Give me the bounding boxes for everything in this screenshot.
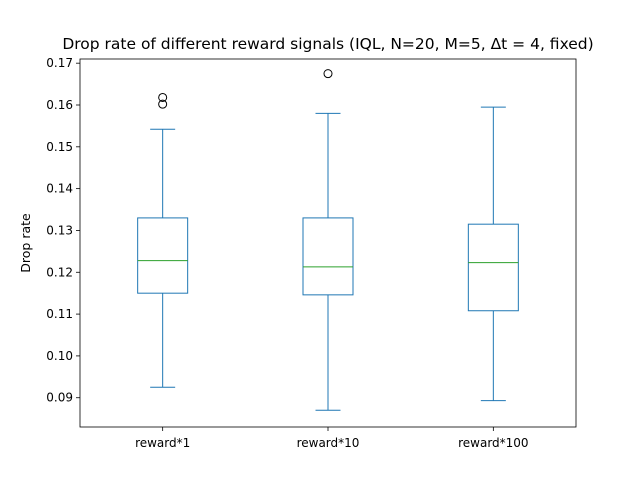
- x-tick-label: reward*10: [297, 436, 360, 450]
- y-tick-label: 0.16: [46, 98, 73, 112]
- y-tick-label: 0.13: [46, 223, 73, 237]
- y-tick-label: 0.15: [46, 140, 73, 154]
- outlier-point: [158, 99, 168, 109]
- box-iqr: [467, 223, 519, 312]
- outlier-point: [323, 69, 333, 79]
- y-tick-label: 0.17: [46, 56, 73, 70]
- y-tick-label: 0.09: [46, 391, 73, 405]
- plot-frame: [79, 58, 577, 428]
- y-tick-label: 0.14: [46, 182, 73, 196]
- y-tick-label: 0.12: [46, 265, 73, 279]
- x-tick-label: reward*100: [458, 436, 528, 450]
- box-iqr: [137, 217, 189, 294]
- outlier-point: [158, 92, 168, 102]
- y-tick-label: 0.11: [46, 307, 73, 321]
- chart-title: Drop rate of different reward signals (I…: [62, 35, 593, 53]
- y-axis-label: Drop rate: [18, 213, 33, 273]
- y-tick-label: 0.10: [46, 349, 73, 363]
- box-iqr: [302, 217, 354, 296]
- plot-area: reward*1 reward*10 reward*100 0.09 0.10 0.11 0…: [46, 56, 577, 450]
- x-tick-label: reward*1: [135, 436, 190, 450]
